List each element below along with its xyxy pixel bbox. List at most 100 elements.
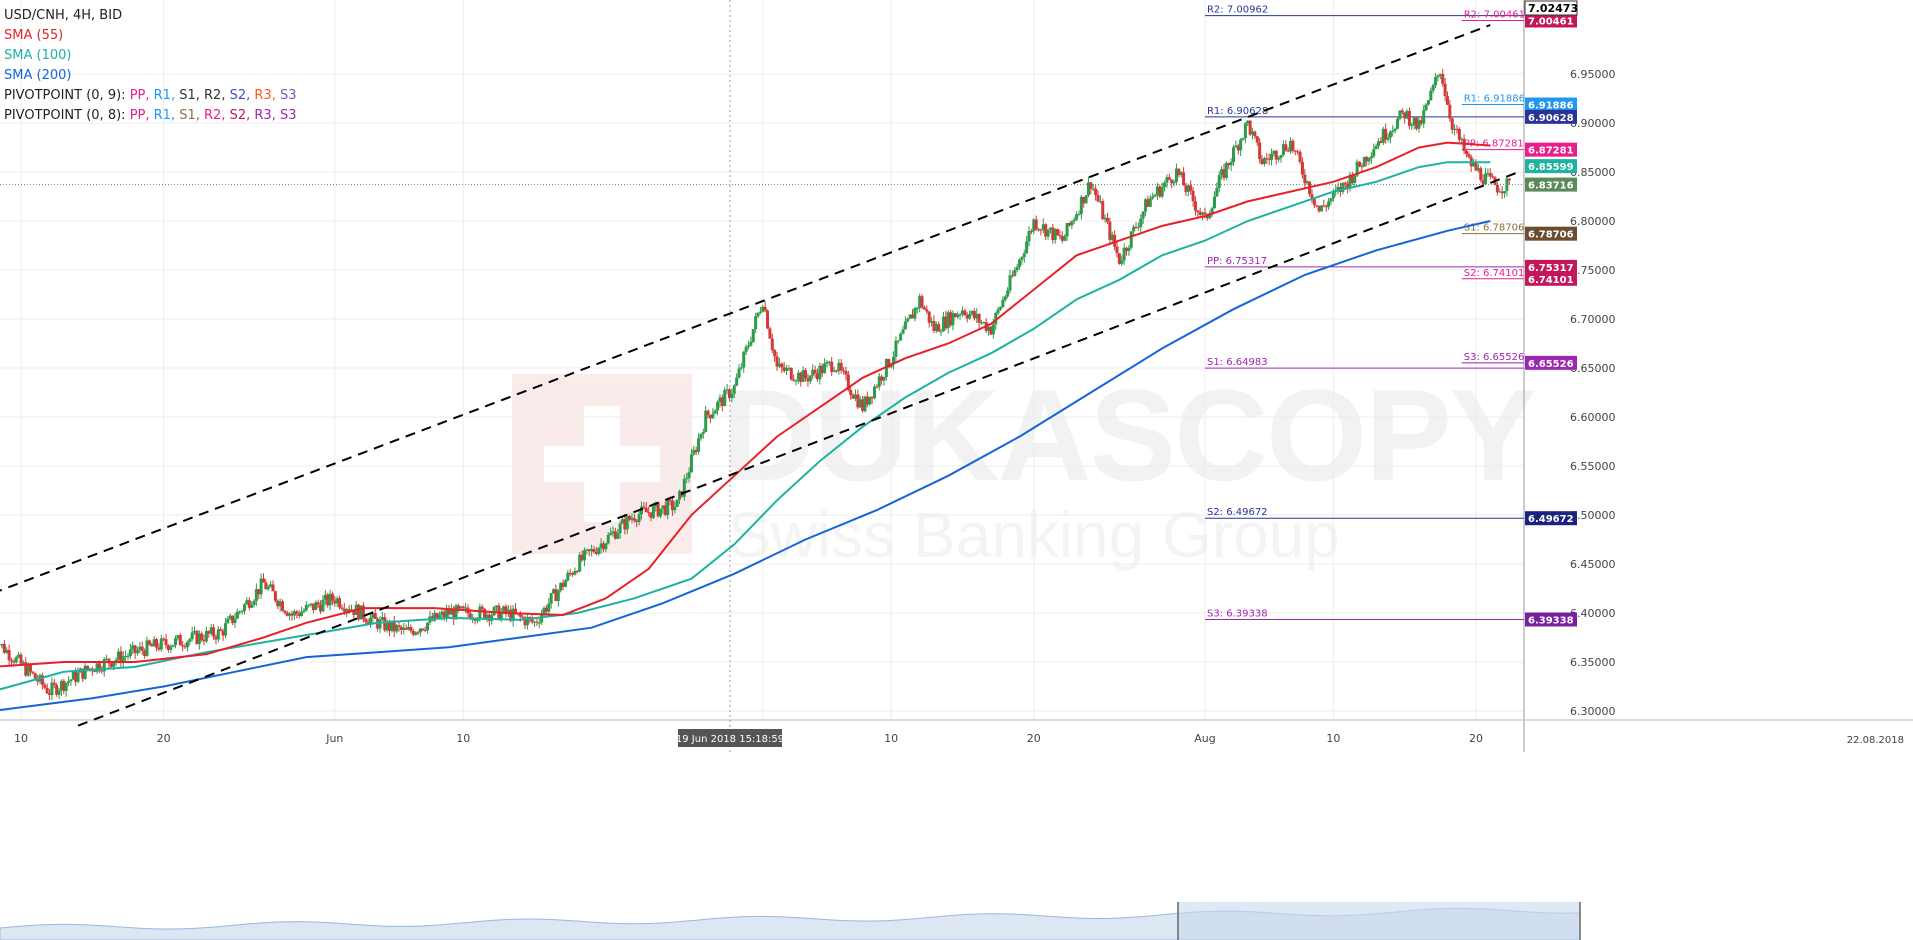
candle-body <box>649 512 653 518</box>
candle-body <box>1167 177 1171 180</box>
candle-body <box>223 623 227 636</box>
candle-body <box>7 650 11 661</box>
candle-body <box>597 547 601 554</box>
candle-body <box>1436 75 1440 78</box>
candle-body <box>768 328 772 339</box>
candle-body <box>982 322 986 324</box>
candle-body <box>1217 175 1221 188</box>
candle-body <box>1136 226 1140 228</box>
candle-body <box>345 609 349 612</box>
candle-body <box>1158 186 1162 197</box>
price-tag-bg <box>1525 226 1577 241</box>
candle-body <box>808 375 812 382</box>
candle-body <box>226 618 230 624</box>
pivot-label: S3: 6.65526 <box>1464 352 1525 363</box>
candle-body <box>932 320 936 332</box>
candle-body <box>445 610 449 618</box>
candle-body <box>1353 175 1357 184</box>
candle-body <box>1500 191 1504 194</box>
price-tag-bg <box>1525 13 1577 28</box>
candle-body <box>330 593 334 601</box>
candle-body <box>1241 138 1245 140</box>
candle-body <box>164 639 168 646</box>
candle-body <box>1262 158 1266 164</box>
navigator-window <box>1178 902 1580 940</box>
legend-pivot-item: R2, <box>204 88 230 103</box>
candle-body <box>1298 152 1302 163</box>
candle-body <box>1305 181 1309 184</box>
legend-pivot9[interactable]: PIVOTPOINT (0, 9): PP, R1, S1, R2, S2, R… <box>4 86 297 106</box>
candle-body <box>732 385 736 394</box>
candle-body <box>1503 191 1507 194</box>
y-tick-label: 6.40000 <box>1570 607 1616 620</box>
candle-body <box>1115 246 1119 254</box>
candle-body <box>364 618 368 622</box>
price-tag-label: 6.39338 <box>1528 615 1574 626</box>
candle-body <box>1324 206 1328 208</box>
legend-sma200[interactable]: SMA (200) <box>4 68 72 83</box>
candle-body <box>162 638 166 640</box>
candle-body <box>1403 112 1407 119</box>
candle-body <box>311 603 315 611</box>
candle-body <box>181 645 185 647</box>
legend-sma100[interactable]: SMA (100) <box>4 48 72 63</box>
candle-body <box>233 618 237 624</box>
legend-pivot8[interactable]: PIVOTPOINT (0, 8): PP, R1, S1, R2, S2, R… <box>4 106 297 126</box>
candle-body <box>214 636 218 640</box>
candle-body <box>785 368 789 371</box>
candle-body <box>927 311 931 323</box>
candle-body <box>440 611 444 616</box>
candle-body <box>1372 149 1376 157</box>
candle-body <box>1110 234 1114 241</box>
candle-body <box>480 606 484 609</box>
candle-body <box>1415 117 1419 129</box>
y-tick-label: 6.50000 <box>1570 509 1616 522</box>
candle-body <box>1426 100 1430 105</box>
candle-body <box>623 519 627 530</box>
candle-body <box>414 632 418 635</box>
candle-body <box>1329 198 1333 202</box>
candle-body <box>1272 150 1276 154</box>
candle-body <box>953 313 957 318</box>
candle-body <box>1281 144 1285 155</box>
candle-body <box>1379 141 1383 143</box>
candle-body <box>1407 110 1411 126</box>
candle-body <box>1362 156 1366 167</box>
candle-body <box>250 604 254 608</box>
pivot-label: S2: 6.74101 <box>1464 268 1525 279</box>
candle-body <box>801 370 805 382</box>
candle-body <box>582 550 586 561</box>
candle-body <box>1234 145 1238 148</box>
price-tag-label: 7.00461 <box>1528 16 1574 27</box>
candle-body <box>521 616 525 618</box>
candle-body <box>1006 290 1010 297</box>
price-tag-bg <box>1525 612 1577 627</box>
candle-body <box>1084 195 1088 204</box>
candle-body <box>74 671 78 682</box>
candle-body <box>856 394 860 408</box>
candle-body <box>894 340 898 357</box>
candle-body <box>1041 224 1045 231</box>
candle-body <box>102 659 106 672</box>
candle-body <box>366 621 370 624</box>
candle-body <box>1267 158 1271 160</box>
candle-body <box>659 508 663 517</box>
candle-body <box>834 370 838 372</box>
candle-body <box>706 410 710 416</box>
candle-body <box>1122 247 1126 261</box>
crosshair-time-bg <box>678 729 782 747</box>
candle-body <box>1079 196 1083 215</box>
candle-body <box>668 499 672 501</box>
legend-sma55[interactable]: SMA (55) <box>4 28 64 43</box>
candle-body <box>868 396 872 405</box>
candle-body <box>911 314 915 319</box>
candle-body <box>963 310 967 316</box>
candle-body <box>1355 161 1359 176</box>
candle-body <box>1448 104 1452 119</box>
candle-body <box>342 608 346 612</box>
candle-body <box>640 506 644 515</box>
candle-body <box>1086 182 1090 196</box>
candle-body <box>934 324 938 332</box>
